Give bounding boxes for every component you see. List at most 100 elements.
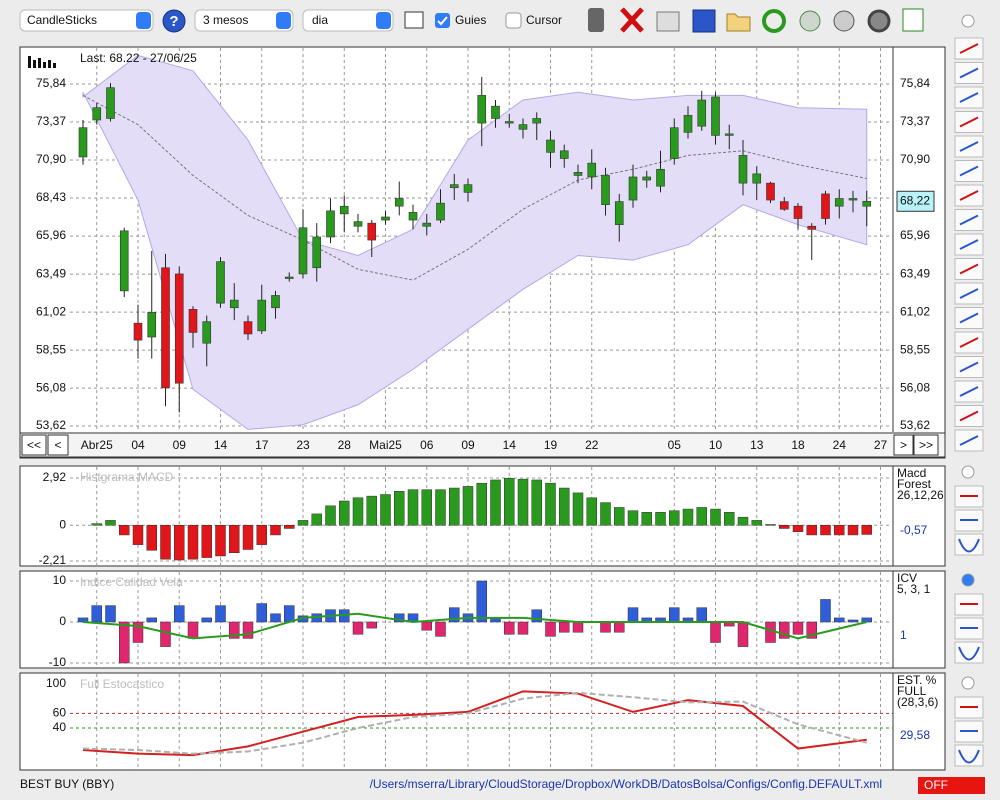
candle-body <box>216 261 225 304</box>
calendar-icon[interactable] <box>902 8 924 32</box>
candle-body <box>133 322 143 341</box>
x-tick-label: 24 <box>833 438 847 452</box>
bar <box>779 621 790 639</box>
bar <box>380 494 391 526</box>
nav-label: >> <box>919 438 933 452</box>
bar <box>394 613 405 623</box>
bar <box>366 495 377 526</box>
line <box>82 691 868 755</box>
cursor-checkbox[interactable] <box>505 12 522 29</box>
settings-icon[interactable] <box>867 9 891 33</box>
bar <box>174 524 185 561</box>
candle-body <box>449 184 459 189</box>
radio[interactable] <box>961 676 975 690</box>
bar <box>724 512 735 526</box>
candle-body <box>463 184 473 193</box>
save-icon[interactable] <box>692 9 716 33</box>
y-tick-label: 56,08 <box>36 380 66 394</box>
candle-body <box>119 230 129 292</box>
bar <box>490 479 501 526</box>
bar <box>751 520 762 526</box>
bar <box>682 508 694 526</box>
candle-body <box>326 210 335 238</box>
plot <box>70 48 893 432</box>
bar <box>696 607 707 623</box>
candle-body <box>518 124 528 130</box>
y-tick-label: 53,62 <box>36 418 66 432</box>
panel-title: Indice Calidad Vela <box>80 575 183 589</box>
bar <box>696 507 707 526</box>
bar <box>421 489 432 526</box>
tool-glyph <box>959 435 979 446</box>
candle-body <box>312 236 322 269</box>
bar <box>132 524 144 545</box>
candle-body <box>284 276 294 279</box>
y-tick-label-right: 63,49 <box>900 266 930 280</box>
tool-glyph <box>959 43 979 54</box>
bar <box>820 524 831 536</box>
indicator-label: ICV <box>897 571 917 585</box>
currency-icon[interactable] <box>833 10 855 32</box>
y-tick-label: 75,84 <box>36 76 66 90</box>
bar <box>174 605 185 623</box>
delete-icon[interactable] <box>620 7 644 33</box>
bar <box>435 621 446 637</box>
plot <box>70 467 893 565</box>
candle-body <box>793 205 803 219</box>
chart-type-select[interactable] <box>19 9 154 32</box>
candle-body <box>78 127 88 158</box>
y-tick-label: 73,37 <box>36 114 66 128</box>
bar <box>270 613 281 623</box>
nav-button[interactable] <box>913 434 939 456</box>
config-path: /Users/mserra/Library/CloudStorage/Dropb… <box>370 777 882 791</box>
bar <box>806 621 817 639</box>
bar <box>352 621 364 635</box>
y-tick-label-right: 53,62 <box>900 418 930 432</box>
select-arrow <box>276 12 291 29</box>
nav-button[interactable] <box>47 434 69 456</box>
bar <box>806 524 817 536</box>
bar <box>614 621 625 633</box>
bar <box>861 617 872 623</box>
guides-checkbox[interactable] <box>435 13 450 28</box>
candle-body <box>628 176 638 201</box>
tool-button[interactable] <box>954 641 984 664</box>
open-icon[interactable] <box>726 13 751 32</box>
refresh-icon[interactable] <box>762 9 786 33</box>
indicator-label: Macd <box>897 466 926 480</box>
bar <box>160 621 171 647</box>
nav-button[interactable] <box>21 434 47 456</box>
plot <box>70 572 893 667</box>
bar <box>545 621 556 637</box>
print-icon[interactable] <box>656 11 680 32</box>
candle-body <box>669 127 679 159</box>
tool-button[interactable] <box>954 744 984 767</box>
period-select[interactable] <box>194 9 294 32</box>
nav-button[interactable] <box>893 434 914 456</box>
help-button[interactable] <box>162 9 186 33</box>
radio[interactable] <box>961 465 975 479</box>
radio[interactable] <box>961 14 975 28</box>
sync-icon[interactable] <box>799 10 821 32</box>
tool-button[interactable] <box>954 533 984 556</box>
candle-body <box>188 309 198 333</box>
bar <box>669 510 680 526</box>
bar <box>270 524 281 536</box>
panel-title: Last: 68.22 - 27/06/25 <box>80 51 197 65</box>
candle-body <box>92 107 102 121</box>
window-icon[interactable] <box>404 11 424 29</box>
bar <box>407 489 419 526</box>
tool-glyph <box>959 165 979 177</box>
x-tick-label: 27 <box>874 438 888 452</box>
radio[interactable] <box>961 573 975 587</box>
bar <box>449 487 460 526</box>
state-badge[interactable] <box>918 777 985 794</box>
x-tick-label: 18 <box>791 438 805 452</box>
trash-icon[interactable] <box>588 8 604 32</box>
x-tick-label: 09 <box>173 438 187 452</box>
tool-glyph <box>958 646 980 661</box>
candle-body <box>491 105 500 119</box>
bar <box>834 617 845 623</box>
interval-select[interactable] <box>302 9 394 32</box>
y-tick-label: -2,21 <box>39 553 67 567</box>
